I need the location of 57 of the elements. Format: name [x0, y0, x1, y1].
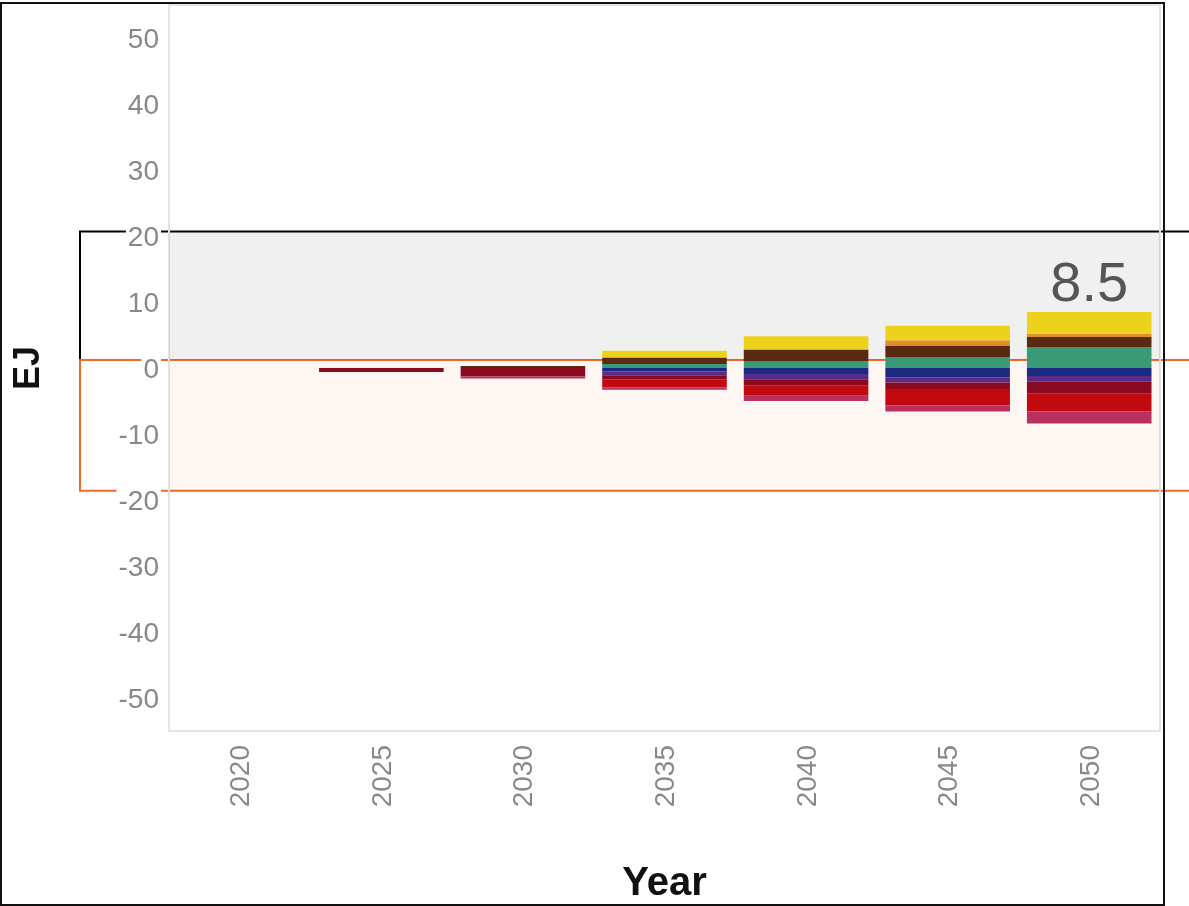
- x-tick-label: 2045: [932, 745, 964, 808]
- bar: [743, 336, 869, 350]
- bar: [1026, 375, 1152, 382]
- x-tick-label: 2035: [649, 745, 680, 808]
- bar: [885, 340, 1010, 346]
- bar: [885, 357, 1010, 368]
- bar: [602, 364, 727, 368]
- bar: [743, 361, 869, 368]
- bar: [743, 373, 869, 380]
- y-tick-label: -20: [118, 484, 159, 516]
- bar: [743, 368, 869, 374]
- bar: [1026, 333, 1152, 337]
- x-tick-label: 2040: [790, 745, 822, 808]
- bar: [743, 395, 869, 401]
- bar: [460, 368, 586, 377]
- y-tick-label: 40: [127, 88, 159, 120]
- y-tick-label: -50: [118, 682, 159, 714]
- y-tick-label: 20: [127, 220, 159, 252]
- y-tick-label: 50: [127, 22, 159, 54]
- bar: [1026, 336, 1152, 347]
- bar: [1026, 368, 1152, 376]
- x-tick-label: 2030: [507, 745, 539, 808]
- bar: [743, 349, 869, 362]
- bar: [885, 405, 1010, 412]
- y-tick-label: 0: [143, 352, 159, 384]
- bar: [885, 389, 1010, 406]
- bar: [743, 385, 869, 396]
- bar: [1026, 393, 1152, 412]
- x-tick-label: 2020: [224, 745, 256, 808]
- bar: [885, 325, 1010, 341]
- bar: [602, 368, 727, 372]
- y-axis-title: EJ: [5, 345, 47, 391]
- y-tick-label: -10: [118, 418, 159, 450]
- bar: [602, 375, 727, 380]
- bar: [602, 379, 727, 388]
- y-tick-label: -40: [118, 616, 159, 648]
- bar: [743, 379, 869, 386]
- x-axis-title: Year: [622, 859, 707, 903]
- bar: [885, 345, 1010, 358]
- x-tick-label: 2050: [1073, 745, 1105, 808]
- bar: [1026, 381, 1152, 394]
- bar: [319, 368, 444, 372]
- y-tick-label: -30: [118, 550, 159, 582]
- bar: [1026, 311, 1152, 334]
- y-tick-label: 30: [127, 154, 159, 186]
- bar: [602, 350, 727, 358]
- bar: [1026, 346, 1152, 368]
- bar: [1026, 411, 1152, 424]
- bar: [885, 368, 1010, 378]
- y-tick-label: 10: [127, 286, 159, 318]
- bar: [885, 377, 1010, 383]
- bar: [885, 382, 1010, 390]
- bar: [602, 387, 727, 390]
- annotation: 8.5: [1050, 250, 1129, 314]
- x-tick-label: 2025: [365, 745, 397, 808]
- bar: [602, 371, 727, 376]
- bar: [602, 357, 727, 365]
